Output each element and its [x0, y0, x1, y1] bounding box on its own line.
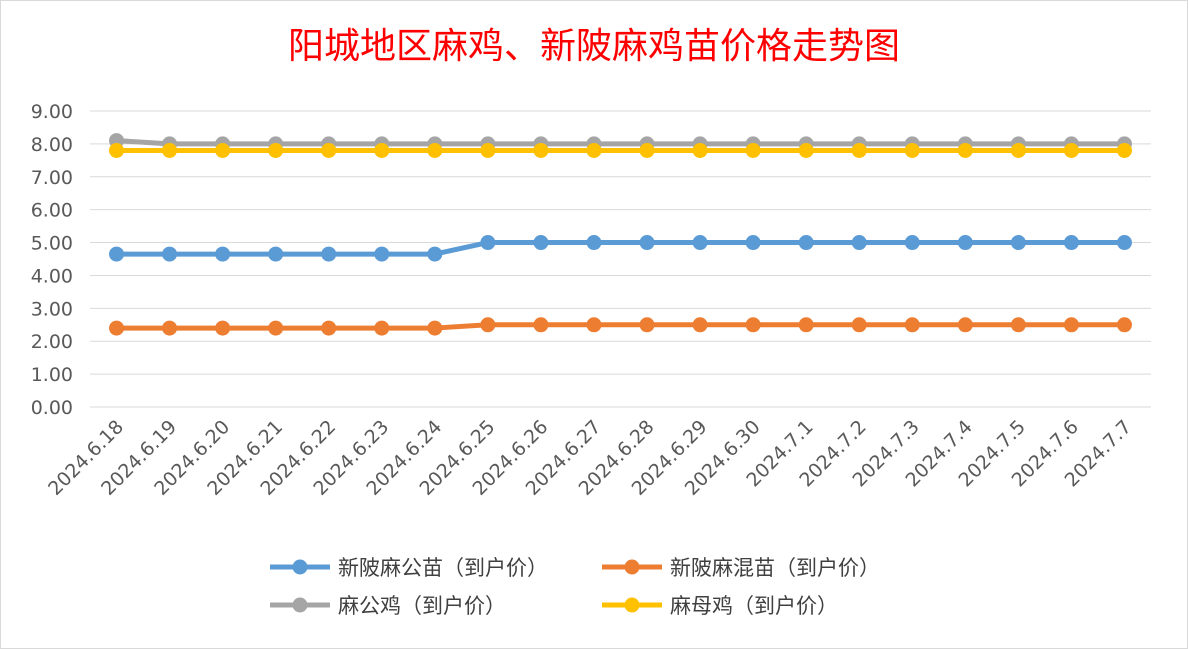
data-point	[957, 142, 973, 158]
data-point	[1116, 235, 1132, 251]
series-line	[116, 138, 1125, 147]
chart-title: 阳城地区麻鸡、新陂麻鸡苗价格走势图	[288, 26, 900, 67]
data-point	[1116, 317, 1132, 333]
data-point	[162, 142, 178, 158]
data-point	[268, 142, 284, 158]
y-tick-label: 0.00	[31, 397, 73, 419]
y-tick-label: 5.00	[31, 233, 73, 255]
legend-marker	[292, 559, 308, 575]
data-point	[957, 235, 973, 251]
data-point	[586, 235, 602, 251]
gridlines	[90, 110, 1151, 408]
series-3	[109, 142, 1132, 158]
data-point	[268, 246, 284, 262]
data-point	[692, 235, 708, 251]
legend-label: 麻母鸡（到户价）	[670, 594, 838, 618]
data-point	[427, 142, 443, 158]
data-point	[480, 142, 496, 158]
y-tick-label: 3.00	[31, 298, 73, 320]
data-point	[268, 320, 284, 336]
y-axis-ticks: 0.00 1.00 2.00 3.00 4.00 5.00 6.00 7.00 8.00 9.00	[31, 101, 73, 419]
data-point	[480, 235, 496, 251]
data-point	[904, 142, 920, 158]
y-tick-label: 8.00	[31, 134, 73, 156]
y-tick-label: 1.00	[31, 364, 73, 386]
data-point	[533, 142, 549, 158]
data-point	[215, 320, 231, 336]
data-point	[745, 317, 761, 333]
series-lines	[109, 133, 1132, 336]
data-point	[957, 317, 973, 333]
data-point	[851, 317, 867, 333]
data-point	[321, 142, 337, 158]
data-point	[1010, 317, 1026, 333]
data-point	[798, 317, 814, 333]
legend-marker	[624, 559, 640, 575]
data-point	[109, 246, 125, 262]
data-point	[851, 235, 867, 251]
legend-item: 新陂麻公苗（到户价）	[270, 556, 548, 580]
data-point	[533, 235, 549, 251]
data-point	[321, 246, 337, 262]
series-1	[109, 317, 1132, 336]
legend-label: 新陂麻混苗（到户价）	[670, 556, 880, 580]
legend-label: 新陂麻公苗（到户价）	[338, 556, 548, 580]
data-point	[851, 142, 867, 158]
data-point	[639, 317, 655, 333]
data-point	[1010, 235, 1026, 251]
data-point	[586, 317, 602, 333]
legend-label: 麻公鸡（到户价）	[338, 594, 506, 618]
data-point	[798, 142, 814, 158]
data-point	[374, 142, 390, 158]
data-point	[586, 142, 602, 158]
data-point	[374, 320, 390, 336]
y-tick-label: 4.00	[31, 265, 73, 287]
data-point	[374, 246, 390, 262]
x-axis-ticks: 2024.6.182024.6.192024.6.202024.6.212024…	[44, 416, 1136, 500]
legend-marker	[292, 597, 308, 613]
data-point	[533, 317, 549, 333]
y-tick-label: 7.00	[31, 167, 73, 189]
data-point	[162, 320, 178, 336]
data-point	[215, 142, 231, 158]
data-point	[639, 142, 655, 158]
data-point	[162, 246, 178, 262]
data-point	[798, 235, 814, 251]
data-point	[639, 235, 655, 251]
data-point	[1063, 317, 1079, 333]
data-point	[109, 142, 125, 158]
data-point	[1116, 142, 1132, 158]
data-point	[904, 235, 920, 251]
series-0	[109, 235, 1132, 262]
data-point	[1063, 235, 1079, 251]
data-point	[427, 246, 443, 262]
data-point	[215, 246, 231, 262]
data-point	[480, 317, 496, 333]
data-point	[745, 142, 761, 158]
data-point	[692, 317, 708, 333]
legend-item: 麻公鸡（到户价）	[270, 594, 506, 618]
data-point	[692, 142, 708, 158]
legend-item: 新陂麻混苗（到户价）	[602, 556, 880, 580]
data-point	[745, 235, 761, 251]
data-point	[427, 320, 443, 336]
y-tick-label: 6.00	[31, 200, 73, 222]
data-point	[1063, 142, 1079, 158]
legend-item: 麻母鸡（到户价）	[602, 594, 838, 618]
series-line	[116, 240, 1125, 257]
data-point	[321, 320, 337, 336]
y-tick-label: 2.00	[31, 331, 73, 353]
series-line	[116, 322, 1125, 331]
data-point	[1010, 142, 1026, 158]
legend: 新陂麻公苗（到户价） 新陂麻混苗（到户价） 麻公鸡（到户价） 麻母鸡（到户价）	[270, 556, 880, 618]
legend-marker	[624, 597, 640, 613]
data-point	[109, 320, 125, 336]
y-tick-label: 9.00	[31, 101, 73, 123]
data-point	[904, 317, 920, 333]
